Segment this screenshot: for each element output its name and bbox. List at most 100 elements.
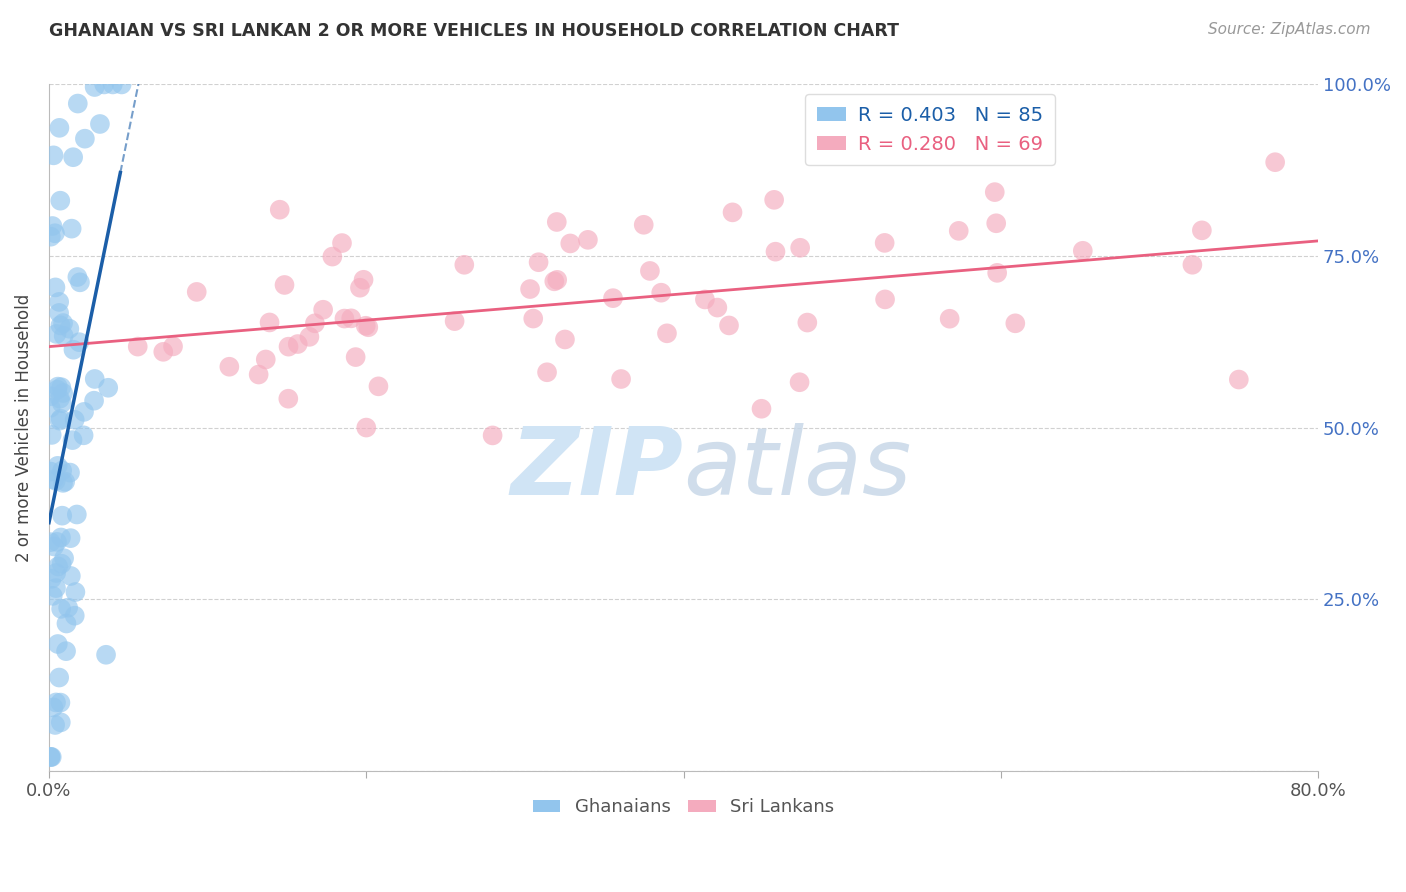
Point (45, 566, 67, 580)
Point (948, 224, 970, 238)
Point (45, 581, 67, 595)
Point (354, 318, 377, 333)
Point (51, 396, 73, 410)
Point (55, 644, 77, 658)
Point (48, 306, 70, 320)
Point (519, 282, 541, 296)
Point (481, 428, 503, 442)
Point (41, 572, 63, 586)
Point (42, 472, 65, 486)
Point (52, 316, 75, 330)
Point (875, 293, 897, 307)
Point (356, 420, 378, 434)
Point (48, 120, 70, 135)
Point (48, 671, 70, 685)
Point (789, 376, 811, 390)
Point (357, 320, 380, 334)
Point (340, 311, 363, 326)
Point (66, 270, 89, 285)
Point (218, 359, 240, 374)
Point (536, 365, 558, 379)
Point (111, 78, 134, 92)
Point (522, 311, 544, 326)
Point (546, 215, 568, 229)
Point (1071, 244, 1094, 258)
Point (58, 322, 80, 336)
Point (1264, 155, 1286, 169)
Point (602, 291, 624, 305)
Point (59, 466, 82, 480)
Point (46, 383, 69, 397)
Point (62, 343, 84, 357)
Point (94, 648, 117, 662)
Point (42, 540, 65, 554)
Point (73, 131, 96, 145)
Point (42, 148, 65, 162)
Point (45, 474, 67, 488)
Point (789, 241, 811, 255)
Point (453, 258, 475, 272)
Point (97, 381, 120, 395)
Point (39, 389, 62, 403)
Point (60, 221, 83, 235)
Y-axis label: 2 or more Vehicles in Household: 2 or more Vehicles in Household (15, 293, 32, 562)
Point (44, 280, 66, 294)
Point (986, 216, 1008, 230)
Point (62, 433, 84, 447)
Point (344, 350, 367, 364)
Point (44, 226, 66, 240)
Point (1004, 316, 1026, 330)
Point (298, 330, 321, 344)
Point (162, 339, 184, 353)
Point (73, 405, 96, 419)
Point (51, 508, 73, 523)
Point (53, 551, 76, 566)
Point (52, 475, 75, 490)
Point (66, 96, 89, 111)
Point (46, 379, 69, 393)
Point (312, 302, 335, 317)
Point (984, 185, 1007, 199)
Point (56, 600, 79, 615)
Point (796, 316, 818, 330)
Point (1227, 372, 1250, 386)
Point (46, 637, 69, 651)
Point (51, 557, 73, 571)
Point (49, 715, 72, 730)
Point (576, 233, 599, 247)
Point (277, 340, 299, 354)
Point (83, 393, 105, 408)
Point (39, 465, 62, 479)
Point (49, 318, 72, 333)
Point (63, 608, 86, 623)
Point (304, 316, 326, 330)
Legend: Ghanaians, Sri Lankans: Ghanaians, Sri Lankans (526, 791, 841, 823)
Point (45, 695, 67, 709)
Point (41, 219, 63, 233)
Point (259, 315, 281, 329)
Point (560, 236, 582, 251)
Point (127, 340, 149, 354)
Point (527, 255, 550, 269)
Point (693, 293, 716, 307)
Point (65, 585, 87, 599)
Point (543, 274, 565, 288)
Point (83, 80, 105, 95)
Point (93, 78, 115, 92)
Point (610, 372, 633, 386)
Point (321, 250, 343, 264)
Point (353, 273, 375, 287)
Point (718, 318, 741, 333)
Point (39, 750, 62, 764)
Point (938, 311, 960, 326)
Point (1191, 223, 1213, 237)
Point (53, 475, 76, 489)
Point (39, 401, 62, 415)
Point (763, 193, 786, 207)
Point (46, 534, 69, 549)
Point (443, 314, 465, 328)
Point (330, 235, 353, 250)
Point (349, 281, 371, 295)
Text: ZIP: ZIP (510, 423, 683, 515)
Point (633, 218, 655, 232)
